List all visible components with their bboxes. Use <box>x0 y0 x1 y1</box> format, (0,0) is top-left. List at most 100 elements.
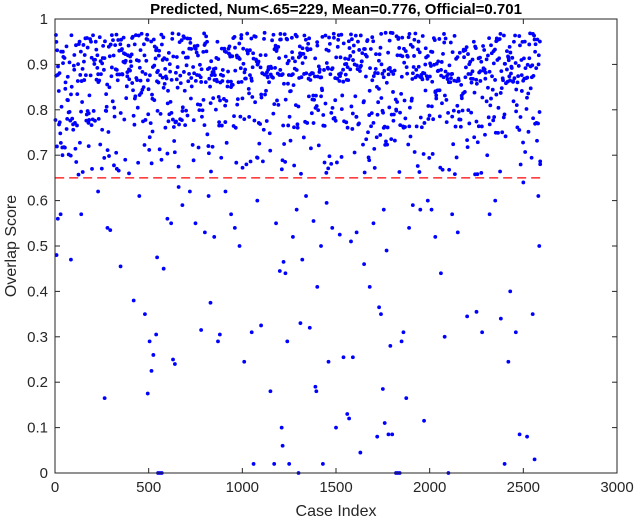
data-point <box>133 33 138 38</box>
data-point <box>294 207 299 212</box>
data-point <box>487 69 492 74</box>
data-point <box>448 40 453 45</box>
data-point <box>476 124 481 129</box>
data-point <box>445 77 450 81</box>
data-point <box>268 148 273 153</box>
data-point <box>330 225 335 230</box>
data-point <box>405 71 410 76</box>
data-point <box>209 59 214 64</box>
data-point <box>531 74 536 78</box>
data-point <box>275 98 279 103</box>
data-point <box>56 64 60 69</box>
data-point <box>514 109 518 114</box>
data-point <box>219 123 224 128</box>
data-point <box>364 54 369 59</box>
data-point <box>206 144 211 148</box>
data-point <box>359 63 363 68</box>
data-point <box>486 53 490 58</box>
data-point <box>418 115 423 120</box>
data-point <box>208 101 213 106</box>
data-point <box>255 155 260 160</box>
data-point <box>239 33 244 37</box>
data-point <box>187 72 191 76</box>
data-point <box>489 96 493 101</box>
data-point <box>132 122 137 127</box>
data-point <box>195 43 200 48</box>
data-point <box>123 58 128 63</box>
data-point <box>262 36 266 41</box>
data-point <box>72 67 77 72</box>
data-point <box>107 85 112 90</box>
data-point <box>98 142 103 147</box>
data-point <box>496 105 501 110</box>
data-point <box>121 35 126 40</box>
data-point <box>149 161 154 166</box>
data-point <box>120 47 124 51</box>
data-point <box>354 230 359 235</box>
data-point <box>293 59 297 64</box>
data-point <box>447 63 452 68</box>
data-point <box>532 33 536 38</box>
data-point <box>432 38 437 42</box>
data-point <box>485 153 490 158</box>
data-point <box>115 78 120 83</box>
data-point <box>173 70 178 75</box>
data-point <box>185 55 190 60</box>
data-point <box>401 330 406 335</box>
data-point <box>441 75 446 80</box>
data-point <box>322 123 327 128</box>
data-point <box>102 67 106 72</box>
data-point <box>535 138 539 143</box>
data-point <box>334 425 338 430</box>
data-point <box>139 90 144 95</box>
data-point <box>283 97 288 102</box>
data-point <box>509 71 513 76</box>
data-point <box>372 166 377 170</box>
data-point <box>211 96 216 101</box>
data-point <box>329 110 334 115</box>
data-point <box>283 160 288 164</box>
data-point <box>300 257 305 262</box>
data-point <box>370 78 375 83</box>
data-point <box>474 119 479 124</box>
data-point <box>233 68 238 73</box>
data-point <box>212 235 217 239</box>
data-point <box>142 42 146 47</box>
data-point <box>398 110 402 115</box>
data-point <box>166 119 171 124</box>
data-point <box>528 31 532 36</box>
data-point <box>145 32 150 37</box>
data-point <box>169 221 174 226</box>
data-point <box>451 108 456 113</box>
data-point <box>524 107 529 111</box>
data-point <box>464 65 468 70</box>
data-point <box>497 56 502 61</box>
data-point <box>483 76 488 81</box>
data-point <box>482 67 487 72</box>
data-point <box>455 230 460 235</box>
data-point <box>111 38 115 42</box>
data-point <box>143 72 148 76</box>
data-point <box>186 79 191 84</box>
data-point <box>317 67 322 72</box>
data-point <box>513 330 518 335</box>
data-point <box>188 36 192 41</box>
data-point <box>502 33 506 38</box>
data-point <box>426 117 431 121</box>
data-point <box>530 63 535 68</box>
data-point <box>156 68 160 73</box>
data-point <box>434 96 439 101</box>
data-point <box>517 432 522 437</box>
data-point <box>333 98 338 103</box>
data-point <box>494 92 499 97</box>
data-point <box>498 91 503 95</box>
data-point <box>97 35 102 40</box>
data-point <box>309 146 313 151</box>
data-point <box>263 92 267 97</box>
data-point <box>442 32 446 36</box>
data-point <box>351 49 356 54</box>
data-point <box>470 57 475 62</box>
data-point <box>226 79 230 84</box>
data-point <box>351 58 355 62</box>
data-point <box>291 83 296 88</box>
